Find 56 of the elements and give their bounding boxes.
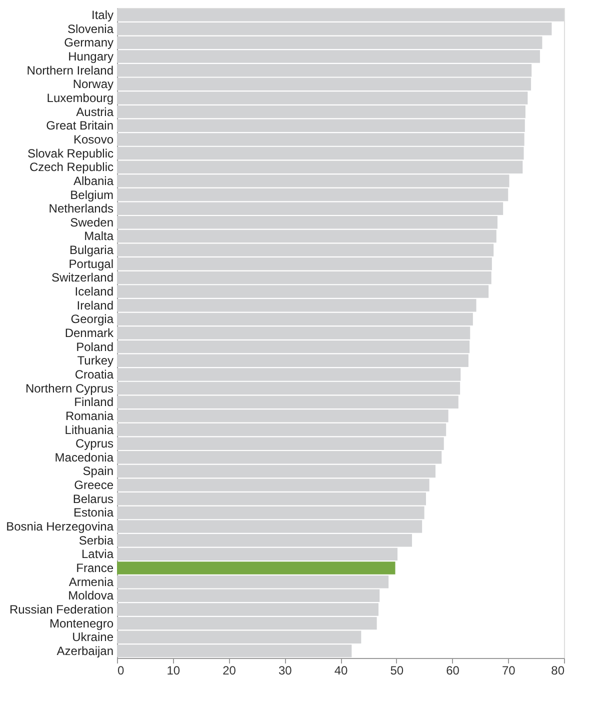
y-tick-label: Portugal: [68, 256, 114, 271]
y-tick-label: Great Britain: [46, 118, 114, 133]
y-tick-label: Cyprus: [75, 436, 114, 451]
x-tick-label: 0: [118, 664, 124, 678]
y-tick-label: Switzerland: [51, 270, 114, 285]
y-tick-label: Ukraine: [72, 630, 114, 644]
x-tick-label: 10: [166, 664, 180, 678]
y-tick-label: Turkey: [77, 354, 114, 368]
y-tick-label: Latvia: [81, 547, 114, 562]
y-tick-label: Croatia: [74, 367, 114, 382]
y-tick-label: Azerbaijan: [56, 644, 114, 658]
y-tick-label: Albania: [73, 174, 114, 188]
x-tick-label: 70: [502, 664, 516, 678]
y-tick-label: Moldova: [68, 588, 114, 603]
y-tick-label: Macedonia: [54, 450, 114, 464]
x-tick-label: 50: [390, 664, 404, 678]
y-tick-label: Kosovo: [73, 132, 114, 146]
y-tick-label: Denmark: [64, 326, 114, 340]
y-tick-label: Finland: [74, 395, 114, 410]
y-tick-label: Belarus: [72, 492, 114, 506]
y-tick-label: France: [76, 561, 114, 576]
y-tick-label: Hungary: [68, 50, 114, 64]
y-tick-label: Czech Republic: [29, 160, 114, 174]
y-tick-label: Georgia: [70, 312, 114, 326]
y-tick-label: Serbia: [78, 533, 114, 548]
y-tick-label: Sweden: [70, 215, 114, 230]
y-tick-label: Bulgaria: [69, 243, 114, 258]
y-tick-label: Northern Cyprus: [25, 381, 114, 396]
y-tick-label: Bosnia Herzegovina: [6, 520, 114, 534]
y-tick-label: Montenegro: [49, 616, 114, 630]
y-tick-label: Italy: [91, 8, 114, 22]
x-tick-label: 60: [446, 664, 460, 678]
y-tick-label: Armenia: [68, 574, 114, 589]
x-tick-label: 20: [222, 664, 236, 678]
x-tick-label: 80: [551, 664, 565, 678]
y-tick-label: Lithuania: [64, 422, 114, 437]
x-tick-label: 40: [334, 664, 348, 678]
y-tick-label: Poland: [76, 340, 114, 354]
y-tick-label: Malta: [84, 229, 114, 244]
y-tick-label: Belgium: [70, 188, 114, 202]
y-tick-label: Romania: [65, 408, 114, 423]
y-tick-label: Germany: [64, 36, 114, 50]
y-tick-label: Russian Federation: [9, 602, 114, 616]
y-tick-label: Estonia: [73, 506, 114, 520]
y-tick-label: Slovak Republic: [27, 146, 114, 160]
y-tick-label: Northern Ireland: [26, 63, 114, 78]
y-tick-label: Ireland: [76, 298, 114, 312]
y-tick-label: Austria: [76, 104, 114, 119]
y-tick-label: Iceland: [74, 284, 114, 299]
y-tick-label: Norway: [72, 77, 114, 92]
y-tick-label: Slovenia: [67, 22, 114, 36]
y-tick-label: Netherlands: [48, 202, 114, 216]
y-tick-label: Greece: [74, 478, 114, 492]
y-tick-label: Spain: [82, 464, 114, 478]
y-tick-label: Luxembourg: [46, 90, 114, 105]
x-tick-label: 30: [278, 664, 292, 678]
